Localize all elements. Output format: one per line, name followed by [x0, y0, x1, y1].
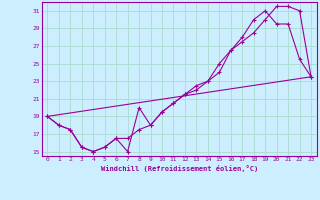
- X-axis label: Windchill (Refroidissement éolien,°C): Windchill (Refroidissement éolien,°C): [100, 165, 258, 172]
